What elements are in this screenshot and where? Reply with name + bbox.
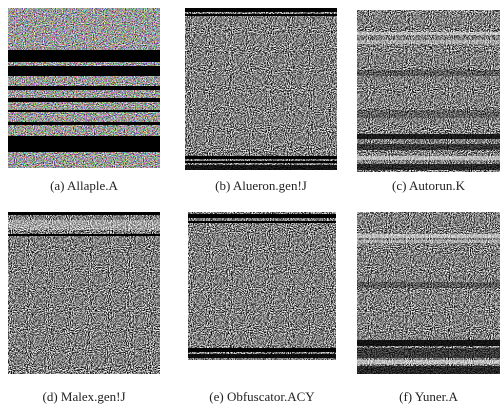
band bbox=[357, 32, 500, 35]
caption: (b) Alueron.gen!J bbox=[215, 178, 307, 193]
malware-image bbox=[8, 212, 160, 374]
malware-image bbox=[185, 8, 337, 170]
band bbox=[357, 144, 500, 150]
band bbox=[357, 282, 500, 288]
figure: (a) Allaple.A (b) Alueron.gen!J (c) Autoru… bbox=[0, 0, 501, 409]
band bbox=[8, 110, 160, 112]
noise bbox=[188, 212, 336, 360]
band bbox=[8, 50, 160, 62]
band bbox=[185, 161, 337, 163]
band bbox=[8, 122, 160, 125]
malware-image bbox=[188, 212, 336, 360]
malware-image bbox=[8, 8, 160, 168]
band bbox=[8, 98, 160, 102]
band bbox=[188, 354, 336, 358]
band bbox=[357, 40, 500, 44]
band bbox=[185, 156, 337, 159]
malware-image bbox=[357, 10, 500, 172]
band bbox=[8, 66, 160, 76]
band bbox=[8, 136, 160, 152]
band bbox=[185, 165, 337, 170]
caption: (f) Yuner.A bbox=[399, 389, 458, 404]
caption: (a) Allaple.A bbox=[50, 178, 118, 193]
malware-image bbox=[357, 212, 500, 374]
band bbox=[188, 214, 336, 218]
band bbox=[8, 220, 160, 230]
band bbox=[357, 234, 500, 238]
band bbox=[357, 360, 500, 364]
band bbox=[185, 8, 337, 12]
noise bbox=[185, 8, 337, 170]
band bbox=[357, 340, 500, 346]
band bbox=[8, 86, 160, 90]
band bbox=[357, 348, 500, 358]
caption: (e) Obfuscator.ACY bbox=[209, 389, 315, 404]
band bbox=[357, 110, 500, 118]
caption: (c) Autorun.K bbox=[392, 178, 466, 193]
band bbox=[357, 134, 500, 139]
caption: (d) Malex.gen!J bbox=[42, 389, 125, 404]
band bbox=[357, 366, 500, 374]
band bbox=[357, 240, 500, 243]
band bbox=[185, 14, 337, 16]
band bbox=[188, 221, 336, 223]
band bbox=[357, 70, 500, 76]
band bbox=[188, 348, 336, 352]
band bbox=[357, 156, 500, 160]
band bbox=[357, 164, 500, 170]
band bbox=[8, 234, 160, 236]
band bbox=[8, 212, 160, 215]
noise bbox=[8, 212, 160, 374]
